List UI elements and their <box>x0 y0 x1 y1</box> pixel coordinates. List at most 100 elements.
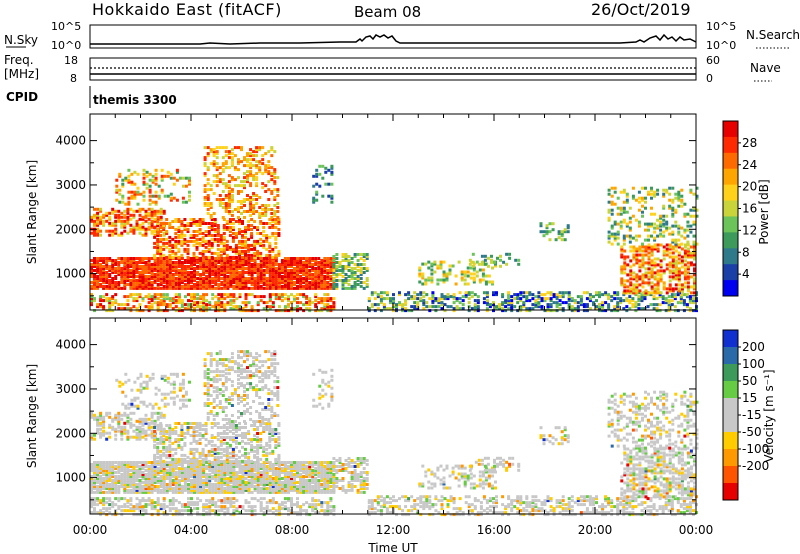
range-gate-cell <box>273 150 277 154</box>
range-gate-cell <box>132 279 136 282</box>
range-gate-cell <box>99 215 103 219</box>
range-gate-cell <box>168 487 172 490</box>
range-gate-cell <box>136 202 140 206</box>
range-gate-cell <box>631 297 635 301</box>
range-gate-cell <box>196 469 200 472</box>
range-gate-cell <box>96 215 100 219</box>
range-gate-cell <box>256 226 260 229</box>
range-gate-cell <box>256 473 260 476</box>
range-gate-cell <box>211 281 215 284</box>
range-gate-cell <box>96 475 100 478</box>
range-gate-cell <box>144 231 148 235</box>
range-gate-cell <box>171 479 175 482</box>
range-gate-cell <box>237 176 240 180</box>
range-gate-cell <box>551 222 555 226</box>
range-gate-cell <box>212 150 216 154</box>
range-gate-cell <box>341 253 345 256</box>
range-gate-cell <box>677 253 681 257</box>
range-gate-cell <box>196 463 200 466</box>
range-gate-cell <box>221 202 225 205</box>
range-gate-cell <box>244 284 248 288</box>
range-gate-cell <box>234 232 238 235</box>
range-gate-cell <box>126 221 130 225</box>
range-gate-cell <box>234 235 238 239</box>
range-gate-cell <box>147 257 151 260</box>
range-gate-cell <box>221 206 225 209</box>
range-gate-cell <box>160 188 164 192</box>
range-gate-cell <box>96 277 100 280</box>
range-gate-cell <box>214 467 218 470</box>
range-gate-cell <box>224 166 228 170</box>
range-gate-cell <box>198 224 202 227</box>
range-gate-cell <box>287 261 290 264</box>
range-gate-cell <box>451 264 455 268</box>
range-gate-cell <box>622 206 626 210</box>
range-gate-cell <box>283 281 287 284</box>
range-gate-cell <box>430 262 434 266</box>
range-gate-cell <box>196 303 200 307</box>
range-gate-cell <box>135 261 139 264</box>
range-gate-cell <box>622 210 626 214</box>
range-gate-cell <box>365 284 369 288</box>
range-gate-cell <box>329 297 333 301</box>
y-tick-label: 4000 <box>55 134 86 148</box>
range-gate-cell <box>205 305 209 309</box>
range-gate-cell <box>256 269 260 272</box>
range-gate-cell <box>238 271 242 274</box>
range-gate-cell <box>111 265 115 268</box>
range-gate-cell <box>202 463 206 466</box>
range-gate-cell <box>401 303 405 307</box>
range-gate-cell <box>188 194 191 198</box>
range-gate-cell <box>635 253 639 257</box>
range-gate-cell <box>227 198 231 201</box>
freq-label-top: Freq. <box>4 53 34 67</box>
range-gate-cell <box>141 217 145 221</box>
range-gate-cell <box>293 263 296 266</box>
range-gate-cell <box>165 245 169 249</box>
range-gate-cell <box>262 471 266 474</box>
range-gate-cell <box>567 307 571 311</box>
range-gate-cell <box>183 295 187 299</box>
range-gate-cell <box>220 479 224 482</box>
range-gate-cell <box>223 293 227 297</box>
range-gate-cell <box>686 271 690 275</box>
range-gate-cell <box>302 257 306 260</box>
range-gate-cell <box>588 299 592 303</box>
range-gate-cell <box>244 309 248 313</box>
range-gate-cell <box>237 210 240 213</box>
range-gate-cell <box>317 257 321 260</box>
range-gate-cell <box>478 278 482 282</box>
range-gate-cell <box>130 194 134 198</box>
range-gate-cell <box>685 293 689 297</box>
range-gate-cell <box>347 259 351 262</box>
range-gate-cell <box>644 200 647 204</box>
range-gate-cell <box>442 260 446 264</box>
range-gate-cell <box>129 265 133 268</box>
range-gate-cell <box>187 483 190 486</box>
range-gate-cell <box>255 184 259 188</box>
range-gate-cell <box>168 481 172 484</box>
range-gate-cell <box>229 487 233 490</box>
range-gate-cell <box>138 467 142 470</box>
range-gate-cell <box>180 275 184 278</box>
range-gate-cell <box>268 307 272 311</box>
range-gate-cell <box>344 265 348 268</box>
range-gate-cell <box>96 469 100 472</box>
range-gate-cell <box>126 467 130 470</box>
range-gate-cell <box>264 214 268 217</box>
range-gate-cell <box>539 230 543 234</box>
range-gate-cell <box>169 198 173 202</box>
range-gate-cell <box>214 487 218 490</box>
range-gate-cell <box>205 281 209 284</box>
range-gate-cell <box>650 212 653 216</box>
range-gate-cell <box>180 271 184 274</box>
range-gate-cell <box>367 309 371 313</box>
range-gate-cell <box>214 261 218 264</box>
range-gate-cell <box>253 243 257 247</box>
range-gate-cell <box>312 174 316 178</box>
range-gate-cell <box>183 241 187 245</box>
range-gate-cell <box>168 277 172 280</box>
range-gate-cell <box>105 263 109 266</box>
range-gate-cell <box>256 481 260 484</box>
range-gate-cell <box>428 309 432 313</box>
